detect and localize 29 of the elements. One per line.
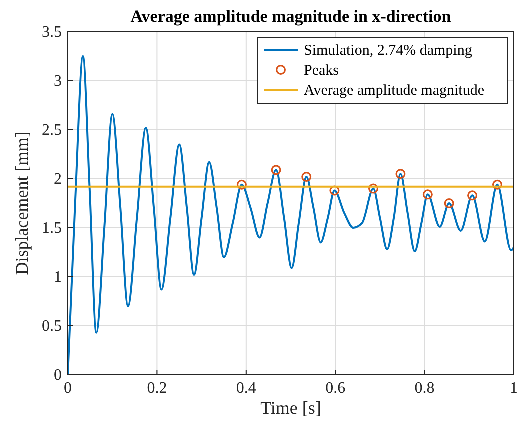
x-tick-label: 0.2 (147, 380, 168, 397)
point (492, 180, 502, 190)
legend-label: Simulation, 2.74% damping (304, 43, 473, 59)
point (368, 184, 379, 194)
x-tick-label: 0.8 (414, 380, 435, 397)
point (468, 190, 478, 201)
y-tick-label: 3 (54, 73, 62, 90)
point (236, 180, 247, 190)
y-tick-label: 3.5 (42, 24, 62, 41)
x-tick-label: 1 (510, 380, 517, 397)
point (396, 169, 406, 180)
point (302, 172, 312, 182)
x-axis-title: Time [s] (260, 398, 322, 418)
legend-label: Peaks (304, 63, 340, 79)
point (271, 165, 282, 176)
point (422, 190, 433, 200)
legend-label: Average amplitude magnitude (304, 83, 485, 99)
y-tick-label: 2 (54, 171, 62, 188)
x-tick-label: 0.4 (236, 380, 256, 397)
y-tick-label: 0 (54, 367, 62, 384)
point (330, 186, 340, 196)
x-tick-label: 0.6 (326, 380, 346, 397)
y-tick-label: 1 (54, 269, 62, 286)
y-tick-label: 2.5 (42, 122, 62, 139)
chart-title: Average amplitude magnitude in x-direction (130, 7, 452, 26)
point (444, 198, 454, 208)
y-tick-label: 0.5 (42, 318, 62, 335)
y-tick-label: 1.5 (42, 220, 62, 237)
y-axis-title: Displacement [mm] (12, 132, 32, 276)
